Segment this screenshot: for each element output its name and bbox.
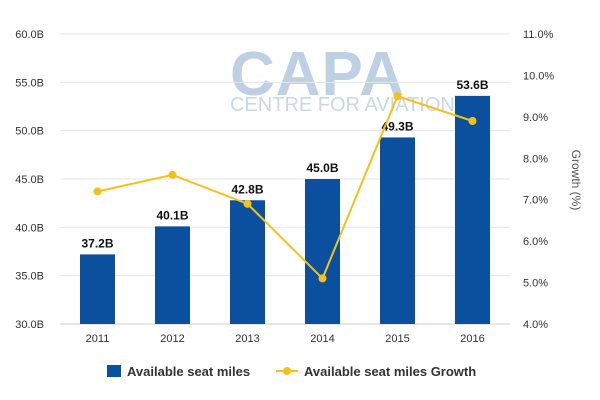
gridlines — [60, 33, 510, 325]
bar — [305, 179, 340, 324]
legend: Available seat miles Available seat miles… — [107, 364, 476, 379]
right-tick-label: 6.0% — [523, 236, 548, 248]
x-tick-label: 2011 — [86, 333, 110, 345]
left-tick-label: 35.0B — [15, 271, 44, 283]
growth-point — [468, 117, 477, 125]
right-tick-label: 4.0% — [523, 319, 548, 331]
growth-point — [168, 170, 177, 179]
legend-bar-label: Available seat miles — [127, 364, 250, 379]
bar-data-label: 40.1B — [156, 208, 188, 222]
bar — [230, 200, 265, 324]
legend-bar-swatch — [107, 365, 121, 377]
x-tick-label: 2014 — [310, 333, 334, 345]
x-tick-label: 2015 — [385, 333, 409, 345]
growth-line — [97, 94, 473, 281]
capa-watermark-logo: CAPA CENTRE FOR AVIATION — [230, 40, 455, 116]
growth-point — [243, 199, 252, 208]
left-tick-label: 60.0B — [15, 29, 44, 41]
bar-data-label: 37.2B — [81, 236, 113, 250]
watermark-brand: CAPA — [230, 40, 405, 109]
bar-series — [80, 95, 490, 324]
growth-point — [393, 92, 402, 101]
legend-line-label: Available seat miles Growth — [304, 364, 476, 379]
right-tick-label: 9.0% — [523, 112, 548, 124]
bar — [80, 254, 115, 324]
bar-data-label: 45.0B — [306, 161, 338, 175]
x-tick-label: 2013 — [235, 333, 259, 345]
left-tick-label: 50.0B — [15, 126, 44, 138]
right-axis-title: Growth (%) — [569, 150, 583, 211]
bar-data-labels: 37.2B 40.1B 42.8B 45.0B 49.3B 53.6B — [81, 78, 488, 251]
left-tick-label: 40.0B — [15, 222, 44, 234]
bar — [455, 95, 490, 324]
bar-data-label: 53.6B — [456, 78, 488, 92]
left-axis-ticks: 30.0B 35.0B 40.0B 45.0B 50.0B 55.0B 60.0B — [15, 29, 44, 331]
right-tick-label: 7.0% — [523, 195, 548, 207]
x-tick-label: 2016 — [460, 333, 484, 345]
bar-data-label: 42.8B — [231, 182, 263, 196]
left-tick-label: 55.0B — [15, 77, 44, 89]
left-tick-label: 45.0B — [15, 174, 44, 186]
bar-data-label: 49.3B — [381, 119, 413, 133]
line-series — [93, 92, 477, 283]
growth-point — [93, 187, 102, 196]
legend-line-marker — [283, 367, 291, 375]
x-axis-ticks: 2011 2012 2013 2014 2015 2016 — [86, 333, 485, 345]
growth-point — [318, 274, 327, 283]
right-tick-label: 10.0% — [523, 70, 554, 82]
right-axis-ticks: 4.0% 5.0% 6.0% 7.0% 8.0% 9.0% 10.0% 11.0% — [523, 29, 554, 331]
right-tick-label: 8.0% — [523, 153, 548, 165]
right-tick-label: 5.0% — [523, 278, 548, 290]
bar — [155, 226, 190, 324]
x-tick-label: 2012 — [160, 333, 184, 345]
bar — [380, 137, 415, 324]
right-tick-label: 11.0% — [523, 29, 554, 41]
left-tick-label: 30.0B — [15, 319, 44, 331]
